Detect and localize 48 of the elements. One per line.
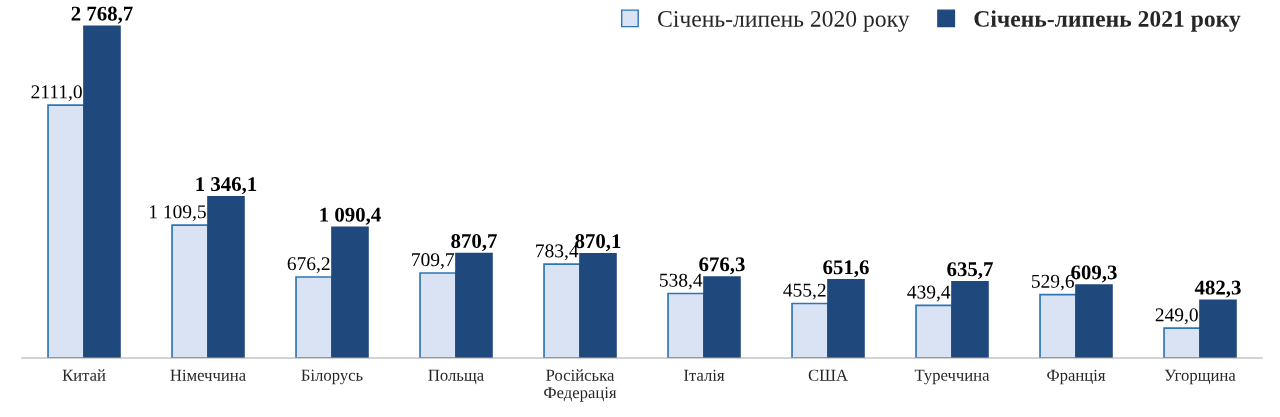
x-tick-label: Туреччина	[914, 369, 990, 385]
data-label: 538,4	[659, 273, 703, 290]
x-tick-label: Італія	[684, 369, 725, 381]
bar	[579, 252, 617, 358]
bar	[455, 252, 493, 358]
bar	[1039, 293, 1077, 358]
bar	[419, 272, 457, 358]
data-label: 870,7	[451, 234, 497, 252]
x-tick-label: США	[808, 369, 848, 381]
bar	[331, 226, 369, 358]
data-label: 635,7	[947, 262, 993, 280]
bar	[951, 280, 989, 358]
bar	[47, 104, 85, 358]
bar	[703, 276, 741, 358]
data-label: 676,3	[699, 257, 745, 275]
data-label: 709,7	[412, 253, 455, 270]
bar	[543, 263, 581, 358]
data-label: 249,0	[1155, 308, 1198, 325]
bar	[915, 304, 953, 358]
legend-label: Січень-липень 2020 року	[658, 10, 910, 32]
x-tick-label: Німеччина	[170, 369, 246, 381]
data-label: 2111,0	[31, 85, 82, 102]
x-tick-label: Франція	[1047, 369, 1106, 385]
data-label: 455,2	[783, 283, 826, 300]
data-label: 1 109,5	[149, 205, 206, 222]
x-tick-label: Польща	[428, 369, 484, 385]
bar	[1163, 327, 1201, 358]
bar	[295, 276, 333, 358]
data-label: 1 090,4	[320, 207, 381, 225]
bar	[1075, 284, 1113, 358]
data-label: 676,2	[287, 257, 330, 274]
bar	[827, 279, 865, 358]
bar	[667, 292, 705, 358]
x-tick-label: Білорусь	[301, 369, 363, 385]
data-label: 651,6	[823, 260, 869, 278]
bar	[207, 195, 245, 358]
bar	[171, 224, 209, 358]
bar	[1199, 299, 1237, 358]
x-tick-label: Китай	[62, 369, 106, 381]
data-label: 482,3	[1194, 280, 1241, 298]
data-label: 2 768,7	[71, 6, 133, 24]
x-tick-label: Російська Федерація	[544, 369, 617, 402]
data-label: 439,4	[907, 285, 951, 302]
x-tick-label: Угорщина	[1164, 369, 1236, 385]
legend-label: Січень-липень 2021 року	[974, 10, 1241, 32]
bar	[83, 25, 121, 358]
data-label: 1 346,1	[196, 177, 257, 195]
bar	[791, 302, 829, 358]
